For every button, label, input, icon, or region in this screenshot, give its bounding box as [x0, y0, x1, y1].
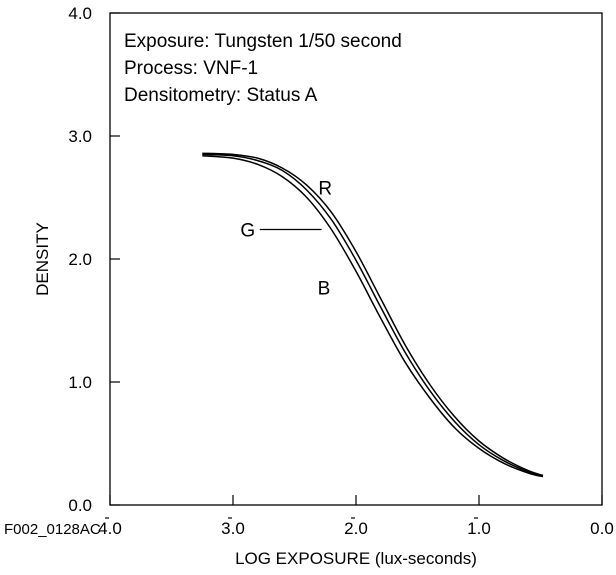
info-process: Process: VNF-1: [124, 58, 258, 79]
x-tick-label: 1.0: [467, 519, 491, 538]
series-curves: [202, 152, 544, 478]
series-curve-r: [202, 152, 544, 477]
series-curve-b: [202, 154, 544, 478]
x-tick-label: 0.0: [590, 519, 614, 538]
series-label-r: R: [318, 179, 332, 200]
info-densitometry: Densitometry: Status A: [124, 85, 318, 106]
x-tick-label: 3.0: [221, 519, 245, 538]
y-tick-label: 0.0: [68, 496, 92, 515]
y-tick-label: 4.0: [68, 4, 92, 23]
y-tick-label: 2.0: [68, 250, 92, 269]
info-exposure: Exposure: Tungsten 1/50 second: [124, 31, 402, 52]
figure-id: F002_0128AC: [4, 521, 101, 538]
series-labels: R G B: [240, 179, 332, 300]
x-tick-label: 2.0: [344, 519, 368, 538]
tick-labels: 4.0 3.0 2.0 1.0 0.0 0.0 1.0 2.0 3.0 4.0: [68, 4, 613, 538]
x-axis-title: LOG EXPOSURE (lux-seconds): [235, 549, 477, 568]
series-label-g: G: [240, 220, 255, 241]
series-curve-g: [202, 153, 544, 477]
y-tick-label: 3.0: [68, 127, 92, 146]
axis-ticks: [109, 12, 603, 506]
y-tick-label: 1.0: [68, 373, 92, 392]
y-axis-title: DENSITY: [33, 222, 52, 296]
x-tick-label: 4.0: [98, 519, 122, 538]
series-label-b: B: [318, 278, 331, 299]
